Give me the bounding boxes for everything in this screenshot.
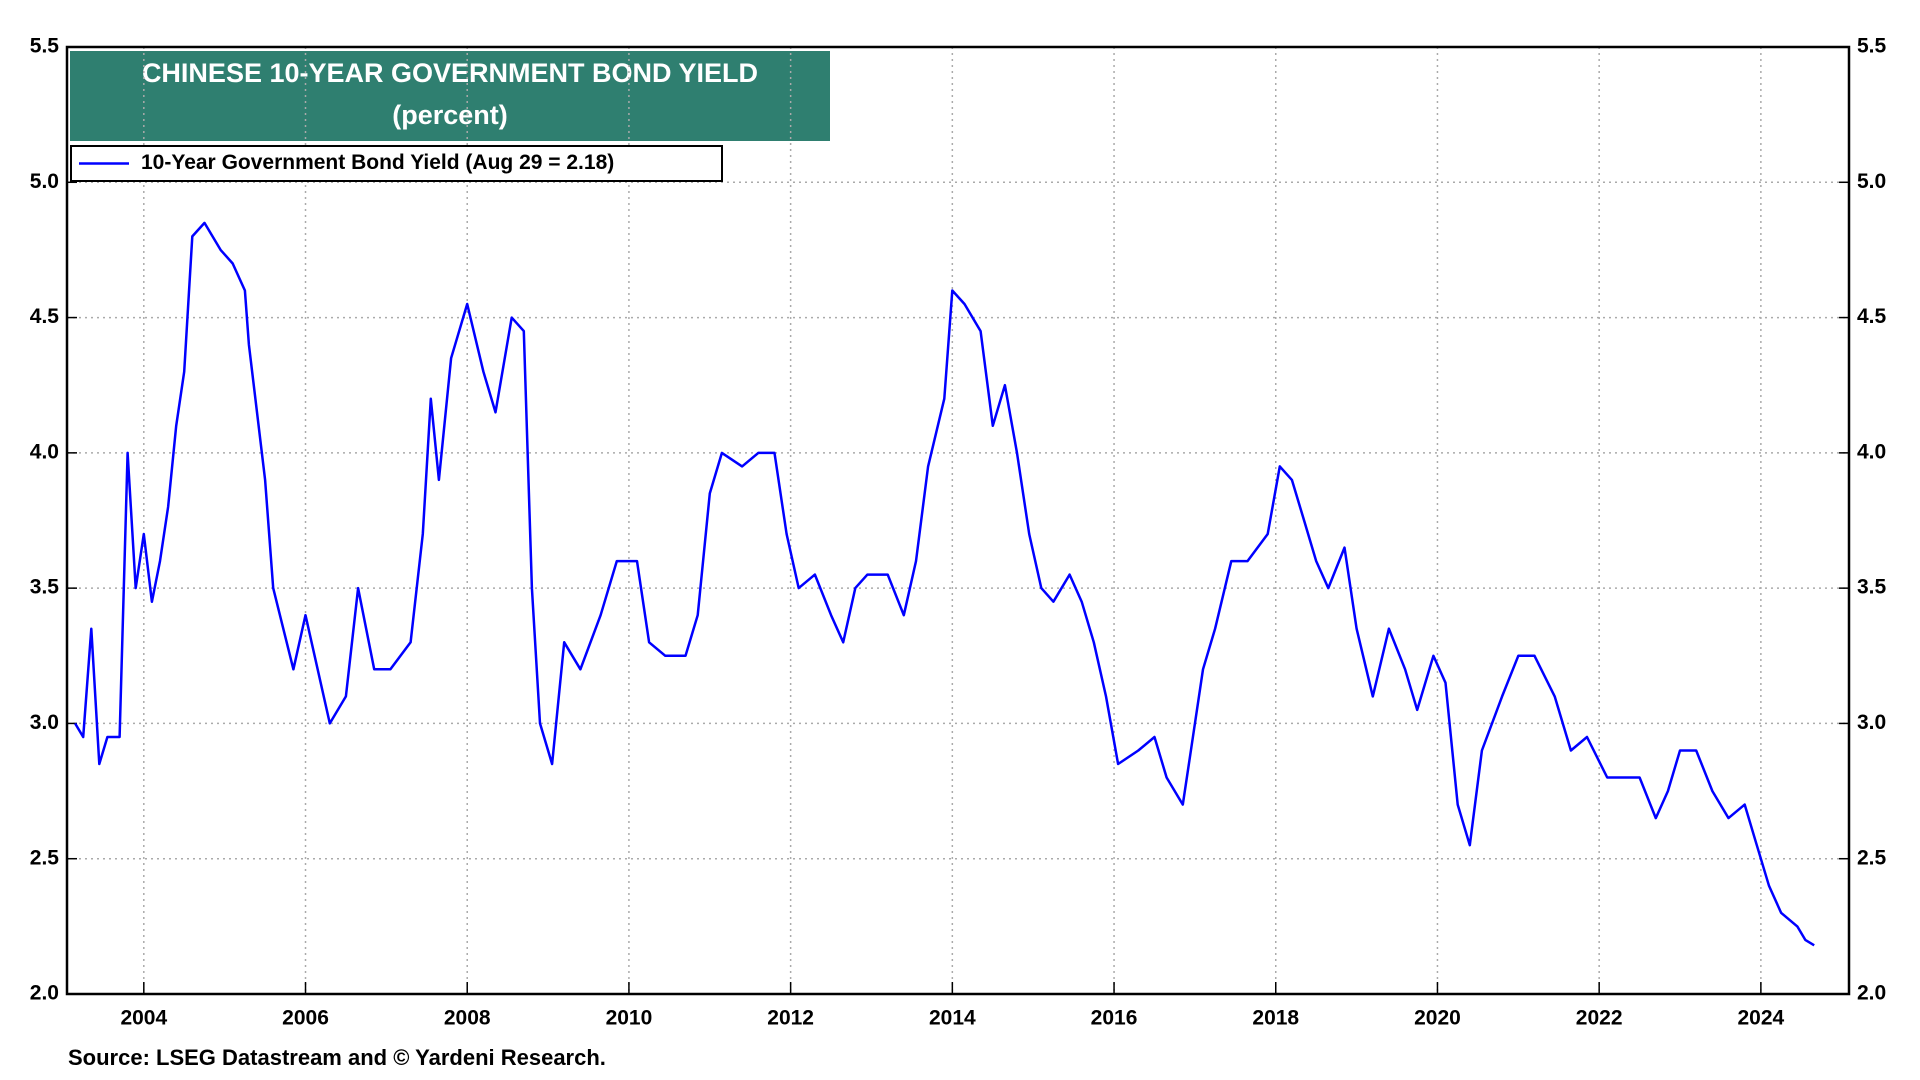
y-tick-label: 3.0 (30, 711, 59, 734)
x-tick-label: 2022 (1576, 1007, 1623, 1030)
x-tick-label: 2004 (120, 1007, 167, 1030)
legend-label: 10-Year Government Bond Yield (Aug 29 = … (141, 151, 614, 174)
y2-tick-label: 5.0 (1857, 170, 1886, 193)
y2-tick-label: 2.0 (1857, 982, 1886, 1005)
x-tick-label: 2018 (1252, 1007, 1299, 1030)
chart-title: CHINESE 10-YEAR GOVERNMENT BOND YIELD (142, 58, 758, 88)
y-tick-label: 4.0 (30, 440, 59, 463)
plot-frame (65, 45, 1851, 996)
y2-tick-label: 2.5 (1857, 846, 1887, 869)
y2-tick-label: 5.5 (1857, 35, 1887, 58)
y2-tick-label: 4.0 (1857, 440, 1886, 463)
y-tick-label: 2.0 (30, 982, 59, 1005)
x-tick-label: 2016 (1091, 1007, 1138, 1030)
chart-subtitle: (percent) (392, 100, 508, 130)
title-box (70, 51, 830, 141)
y-tick-label: 5.5 (30, 35, 60, 58)
x-tick-label: 2012 (767, 1007, 814, 1030)
x-tick-label: 2014 (929, 1007, 976, 1030)
x-tick-label: 2024 (1738, 1007, 1785, 1030)
legend-box (70, 145, 723, 182)
y2-tick-label: 4.5 (1857, 305, 1887, 328)
y-tick-label: 4.5 (30, 305, 60, 328)
data-line (74, 221, 1815, 947)
source-note: Source: LSEG Datastream and © Yardeni Re… (68, 1045, 606, 1070)
x-tick-label: 2010 (606, 1007, 653, 1030)
x-tick-label: 2006 (282, 1007, 329, 1030)
y-tick-label: 2.5 (30, 846, 60, 869)
y2-tick-label: 3.0 (1857, 711, 1886, 734)
y2-tick-label: 3.5 (1857, 576, 1887, 599)
x-tick-label: 2020 (1414, 1007, 1461, 1030)
x-tick-label: 2008 (444, 1007, 491, 1030)
y-tick-label: 3.5 (30, 576, 60, 599)
y-tick-label: 5.0 (30, 170, 59, 193)
